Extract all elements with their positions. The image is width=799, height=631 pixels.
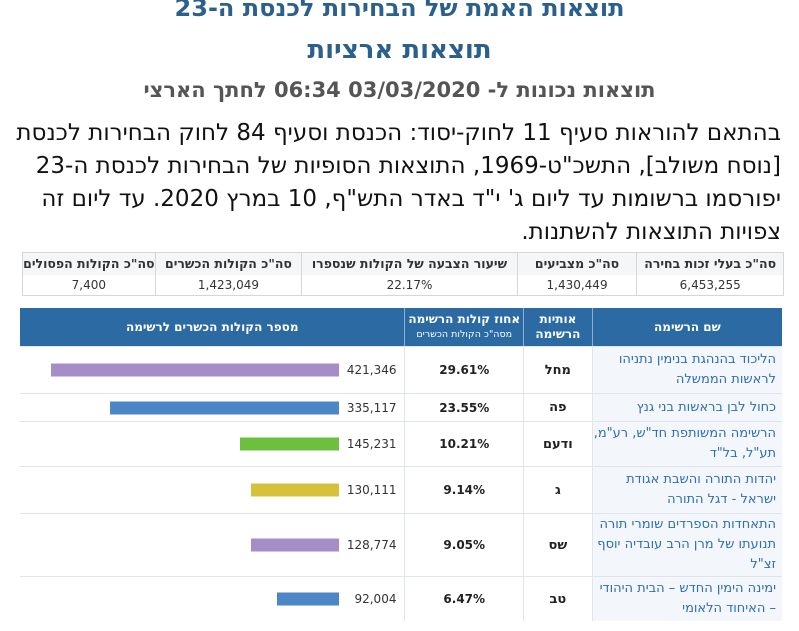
list-name-link[interactable]: ימינה הימין החדש – הבית היהודי – האיחוד … (592, 577, 782, 621)
vote-count: 335,117 (346, 400, 397, 415)
summary-value: 1,423,049 (197, 278, 259, 292)
list-name-link[interactable]: כחול לבן בראשות בני גנץ (592, 394, 782, 421)
page-title: תוצאות האמת של הבחירות לכנסת ה-23 (174, 0, 625, 22)
table-row: כחול לבן בראשות בני גנץ פה 23.55% 335,11… (20, 393, 782, 421)
list-letters: ג (523, 467, 593, 513)
summary-value: 7,400 (71, 278, 106, 292)
summary-label: שיעור הצבעה של הקולות שנספרו (302, 253, 517, 275)
table-row: התאחדות הספרדים שומרי תורה תנועתו של מרן… (20, 513, 782, 576)
vote-bar (51, 363, 340, 377)
summary-label: סה"כ הקולות הפסולים (23, 253, 155, 275)
summary-value: 6,453,255 (679, 278, 741, 292)
summary-eligible-voters: סה"כ בעלי זכות בחירה 6,453,255 (636, 253, 783, 295)
vote-percentage: 10.21% (404, 422, 523, 466)
summary-valid-votes: סה"כ הקולות הכשרים 1,423,049 (154, 253, 302, 295)
votes-cell: 421,346 (20, 347, 404, 393)
list-letters: טב (523, 577, 593, 621)
list-name-link[interactable]: הרשימה המשותפת חד"ש, רע"מ, תע"ל, בל"ד (592, 422, 782, 466)
list-name-link[interactable]: הליכוד בהנהגת בנימין נתניהו לראשות הממשל… (592, 347, 782, 393)
vote-percentage: 23.55% (404, 394, 523, 421)
results-table: שם הרשימה אותיות הרשימה אחוז קולות הרשימ… (20, 308, 782, 621)
summary-value: 1,430,449 (546, 278, 608, 292)
vote-count: 92,004 (354, 592, 397, 606)
vote-percentage: 6.47% (404, 577, 523, 621)
results-table-header: שם הרשימה אותיות הרשימה אחוז קולות הרשימ… (20, 308, 782, 346)
summary-value: 22.17% (386, 278, 433, 292)
table-row: יהדות התורה והשבת אגודת ישראל - דגל התור… (20, 466, 782, 513)
votes-cell: 128,774 (20, 514, 404, 576)
summary-bar: סה"כ בעלי זכות בחירה 6,453,255 סה"כ מצבי… (22, 252, 784, 296)
votes-cell: 335,117 (20, 394, 404, 421)
vote-count: 145,231 (346, 437, 397, 451)
vote-bar (251, 538, 340, 552)
list-name-link[interactable]: התאחדות הספרדים שומרי תורה תנועתו של מרן… (592, 514, 782, 576)
header-letters-line2: הרשימה (535, 327, 581, 341)
summary-invalid-votes: סה"כ הקולות הפסולים 7,400 (23, 253, 155, 295)
header-letters-line1: אותיות (539, 312, 577, 326)
votes-cell: 92,004 (20, 577, 404, 621)
vote-bar (110, 401, 340, 414)
header-pct-line1: אחוז קולות הרשימה (408, 312, 521, 326)
header-valid-votes[interactable]: מספר הקולות הכשרים לרשימה (125, 319, 299, 334)
votes-cell: 130,111 (20, 467, 404, 513)
header-vote-percentage[interactable]: אחוז קולות הרשימה מסה"כ הקולות הכשרים (404, 308, 523, 346)
vote-bar (240, 437, 340, 451)
header-list-letters[interactable]: אותיות הרשימה (523, 308, 592, 346)
vote-bar (276, 592, 340, 606)
summary-label: סה"כ הקולות הכשרים (155, 253, 302, 275)
list-letters: מחל (523, 347, 593, 393)
list-name-link[interactable]: יהדות התורה והשבת אגודת ישראל - דגל התור… (592, 467, 782, 513)
vote-count: 130,111 (346, 483, 397, 497)
list-letters: פה (523, 394, 593, 421)
vote-count: 128,774 (346, 538, 397, 552)
updated-timestamp: תוצאות נכונות ל- 03/03/2020 06:34 לחתך ה… (143, 78, 656, 102)
table-row: הרשימה המשותפת חד"ש, רע"מ, תע"ל, בל"ד וד… (20, 421, 782, 466)
vote-percentage: 29.61% (404, 347, 523, 393)
header-pct-line2: מסה"כ הקולות הכשרים (416, 329, 513, 340)
summary-voters: סה"כ מצביעים 1,430,449 (516, 253, 637, 295)
list-letters: ודעם (523, 422, 593, 466)
vote-bar (250, 483, 340, 497)
summary-label: סה"כ מצביעים (517, 253, 637, 275)
list-letters: שס (523, 514, 593, 576)
summary-label: סה"כ בעלי זכות בחירה (637, 253, 783, 275)
vote-count: 421,346 (346, 363, 397, 377)
table-row: ימינה הימין החדש – הבית היהודי – האיחוד … (20, 576, 782, 621)
votes-cell: 145,231 (20, 422, 404, 466)
page-subtitle: תוצאות ארציות (307, 35, 492, 65)
summary-turnout: שיעור הצבעה של הקולות שנספרו 22.17% (301, 253, 517, 295)
table-row: הליכוד בהנהגת בנימין נתניהו לראשות הממשל… (20, 346, 782, 393)
vote-percentage: 9.05% (404, 514, 523, 576)
legal-notice: בהתאם להוראות סעיף 11 לחוק-יסוד: הכנסת ו… (16, 120, 781, 245)
vote-percentage: 9.14% (404, 467, 523, 513)
header-list-name[interactable]: שם הרשימה (591, 308, 782, 346)
